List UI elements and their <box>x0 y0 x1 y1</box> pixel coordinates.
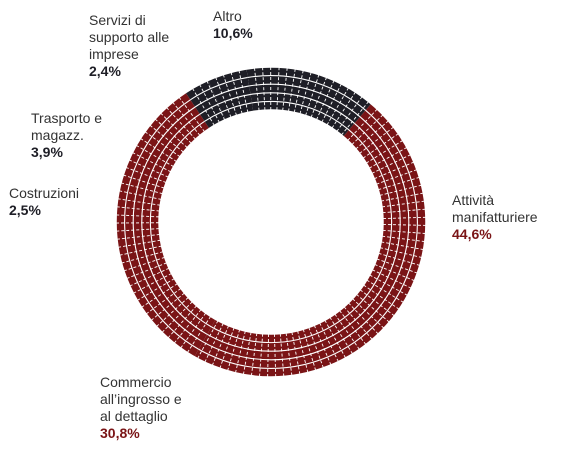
slice-2 <box>116 93 216 357</box>
label-trasporto: Trasporto e magazz. 3,9% <box>31 110 102 161</box>
label-commercio-value: 30,8% <box>100 425 182 442</box>
slice-1 <box>194 104 426 377</box>
label-costruzioni-name: Costruzioni <box>9 185 79 202</box>
label-costruzioni-value: 2,5% <box>9 202 79 219</box>
label-servizi-value: 2,4% <box>89 63 169 80</box>
label-costruzioni: Costruzioni 2,5% <box>9 185 79 219</box>
label-altro-value: 10,6% <box>213 25 253 42</box>
label-commercio: Commercio all’ingrosso e al dettaglio 30… <box>100 374 182 442</box>
label-trasporto-value: 3,9% <box>31 144 102 161</box>
label-servizi: Servizi di supporto alle imprese 2,4% <box>89 12 169 80</box>
inner-border <box>159 110 383 334</box>
label-altro-name: Altro <box>213 8 253 25</box>
label-manifatturiere-value: 44,6% <box>452 226 538 243</box>
label-servizi-name: Servizi di supporto alle imprese <box>89 12 169 63</box>
label-trasporto-name: Trasporto e magazz. <box>31 110 102 144</box>
label-altro: Altro 10,6% <box>213 8 253 42</box>
label-manifatturiere-name: Attività manifatturiere <box>452 192 538 226</box>
label-commercio-name: Commercio all’ingrosso e al dettaglio <box>100 374 182 425</box>
label-manifatturiere: Attività manifatturiere 44,6% <box>452 192 538 243</box>
